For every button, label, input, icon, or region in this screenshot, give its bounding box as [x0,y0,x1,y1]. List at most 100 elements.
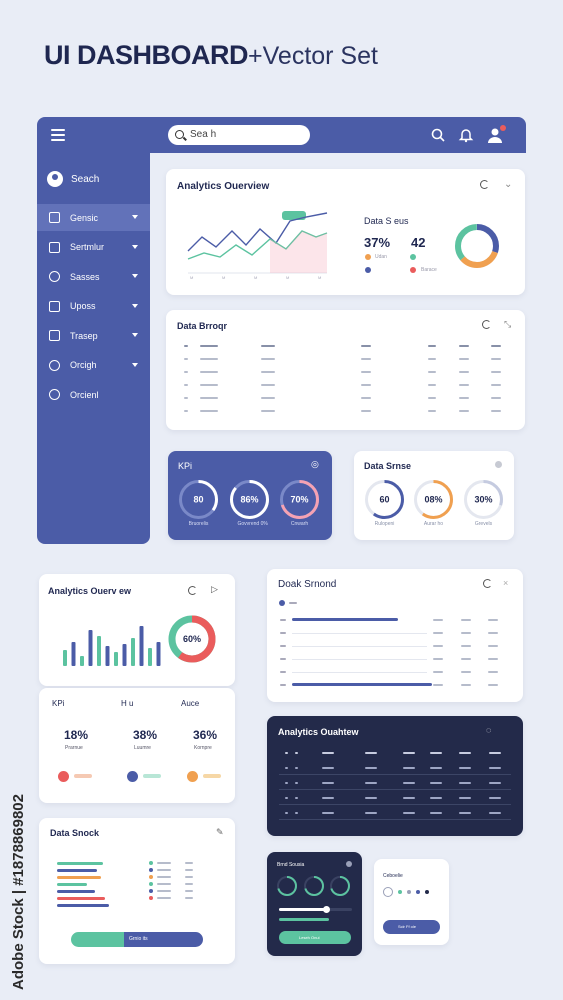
table-row[interactable] [267,748,523,760]
sidebar-item-label: Orcienl [70,389,99,400]
table-cell [430,812,442,814]
table-cell [459,345,469,347]
bar [57,883,87,886]
table-cell [430,752,442,754]
bar [57,876,101,879]
radio-button[interactable] [383,887,393,897]
table-cell [365,782,377,784]
chevron-down-icon [132,215,138,219]
gauge [277,876,297,896]
table-row[interactable] [166,394,525,404]
table-row[interactable] [166,381,525,391]
progress-button[interactable]: Grnio its [71,932,203,947]
menu-icon[interactable] [51,129,65,141]
legend-value [185,862,193,864]
progress-bar [279,918,329,921]
edit-icon [49,359,60,371]
search-icon [175,130,184,139]
kpi-dot [127,771,138,782]
refresh-icon[interactable] [188,586,197,595]
table-cell [491,397,501,399]
legend-dot [410,254,416,260]
table-cell [461,619,471,621]
legend-label [157,883,171,885]
table-row[interactable] [267,763,523,775]
gauge: 60 [365,480,404,519]
settings-icon[interactable]: ◌ [486,725,492,735]
bell-icon[interactable] [458,127,474,143]
sidebar: Seach Gensic Sertmlur Sasses Uposs Trasep Orc… [37,153,150,544]
table-row[interactable] [267,778,523,790]
sidebar-item[interactable]: Gensic [37,204,150,231]
table-row[interactable] [267,667,523,677]
gauge-fill [330,876,350,896]
legend-dot [149,875,153,879]
small-dark-button[interactable]: Leseh Onui [279,931,351,944]
sidebar-item-label: Gensic [70,212,99,223]
gauge-fill [179,480,218,519]
gauge: 08% [414,480,453,519]
sidebar-item[interactable]: Trasep [37,322,150,349]
table-cell [459,752,471,754]
small-light-title: Ceboelie [383,873,403,879]
collapse-icon[interactable]: ⌄ [504,179,513,190]
refresh-icon[interactable] [482,320,491,329]
expand-icon[interactable]: ⤡ [504,319,512,329]
sidebar-item[interactable]: Orcigh [37,352,150,379]
sidebar-item[interactable]: Sertmlur [37,234,150,261]
table-cell [295,782,298,784]
bar [148,648,152,666]
refresh-icon[interactable] [480,180,489,189]
stat-value-1: 37% [364,235,391,250]
table-cell [365,767,377,769]
table-cell [261,345,275,347]
gauge-fill [277,876,297,896]
table-cell [433,632,443,634]
table-row[interactable] [166,342,525,352]
small-light-button[interactable]: Sclr Ff ole [383,920,440,934]
close-icon[interactable]: × [503,578,509,588]
table-row[interactable] [166,355,525,365]
table-row[interactable] [267,641,523,651]
sidebar-item[interactable]: Orcienl [37,381,150,408]
bar [156,642,161,666]
table-cell [295,812,298,814]
gauge-fill [280,480,319,519]
legend-label: Barace [421,267,437,273]
analytics-dark-card: Analytics Ouahtew ◌ [267,716,523,836]
gauge-value: 08% [424,495,442,505]
table-cell [365,797,377,799]
legend-dot [149,889,153,893]
table-row[interactable] [166,407,525,417]
edit-icon[interactable]: ✎ [216,827,224,837]
table-cell [430,797,442,799]
table-row[interactable] [267,654,523,664]
kpi-value: 38% [133,728,158,742]
gauge: 86% [230,480,269,519]
search-input[interactable]: Sea h [168,125,310,145]
sidebar-item[interactable]: Uposs [37,293,150,320]
table-cell [488,645,498,647]
table-row[interactable] [267,680,523,690]
gauge [330,876,350,896]
table-row[interactable] [267,615,523,625]
table-row[interactable] [267,793,523,805]
gauge: 70% [280,480,319,519]
play-icon[interactable]: ▷ [211,584,218,594]
chevron-down-icon [132,274,138,278]
table-row[interactable] [166,368,525,378]
table-cell [459,397,469,399]
table-row[interactable] [267,808,523,820]
table-row[interactable] [267,628,523,638]
sidebar-user[interactable]: Seach [47,171,99,187]
refresh-icon[interactable] [483,579,492,588]
sidebar-item[interactable]: Sasses [37,263,150,290]
table-cell [461,671,471,673]
user-avatar-icon[interactable] [486,125,506,145]
slider-handle[interactable] [323,906,330,913]
kpi-header: KPi [52,699,65,708]
search-icon[interactable] [430,127,446,143]
settings-icon[interactable]: ◎ [311,459,319,469]
table-cell [322,812,334,814]
kpi-value: 36% [193,728,218,742]
